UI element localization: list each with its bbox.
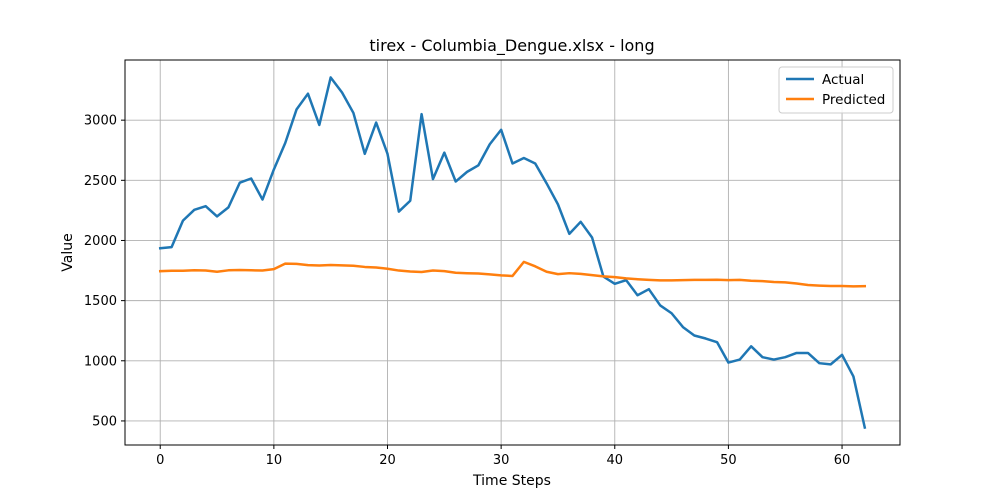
y-axis-label: Value <box>60 233 76 271</box>
y-tick-label: 1000 <box>84 354 117 369</box>
grid <box>125 60 900 445</box>
x-tick-label: 0 <box>156 453 164 468</box>
x-tick-label: 30 <box>493 453 510 468</box>
y-tick-label: 2500 <box>84 174 117 189</box>
plot-frame <box>124 59 901 446</box>
x-tick-label: 40 <box>606 453 623 468</box>
x-tick-label: 20 <box>379 453 396 468</box>
series-line-actual <box>158 76 867 430</box>
chart-title: tirex - Columbia_Dengue.xlsx - long <box>369 36 654 56</box>
legend-label-predicted: Predicted <box>822 92 885 108</box>
y-tick-label: 1500 <box>84 294 117 309</box>
series-line-predicted <box>158 260 867 288</box>
x-tick-label: 10 <box>266 453 283 468</box>
y-tick-label: 2000 <box>84 234 117 249</box>
x-axis-label: Time Steps <box>472 473 551 489</box>
legend: Actual Predicted <box>778 66 894 114</box>
y-tick-label: 500 <box>92 414 117 429</box>
y-tick-label: 3000 <box>84 114 117 129</box>
series-lines <box>158 76 867 430</box>
legend-label-actual: Actual <box>822 72 864 88</box>
x-axis-ticks: 0 10 20 30 40 50 60 <box>156 445 850 468</box>
y-axis-ticks: 500 1000 1500 2000 2500 3000 <box>84 114 125 429</box>
x-tick-label: 60 <box>834 453 851 468</box>
x-tick-label: 50 <box>720 453 737 468</box>
